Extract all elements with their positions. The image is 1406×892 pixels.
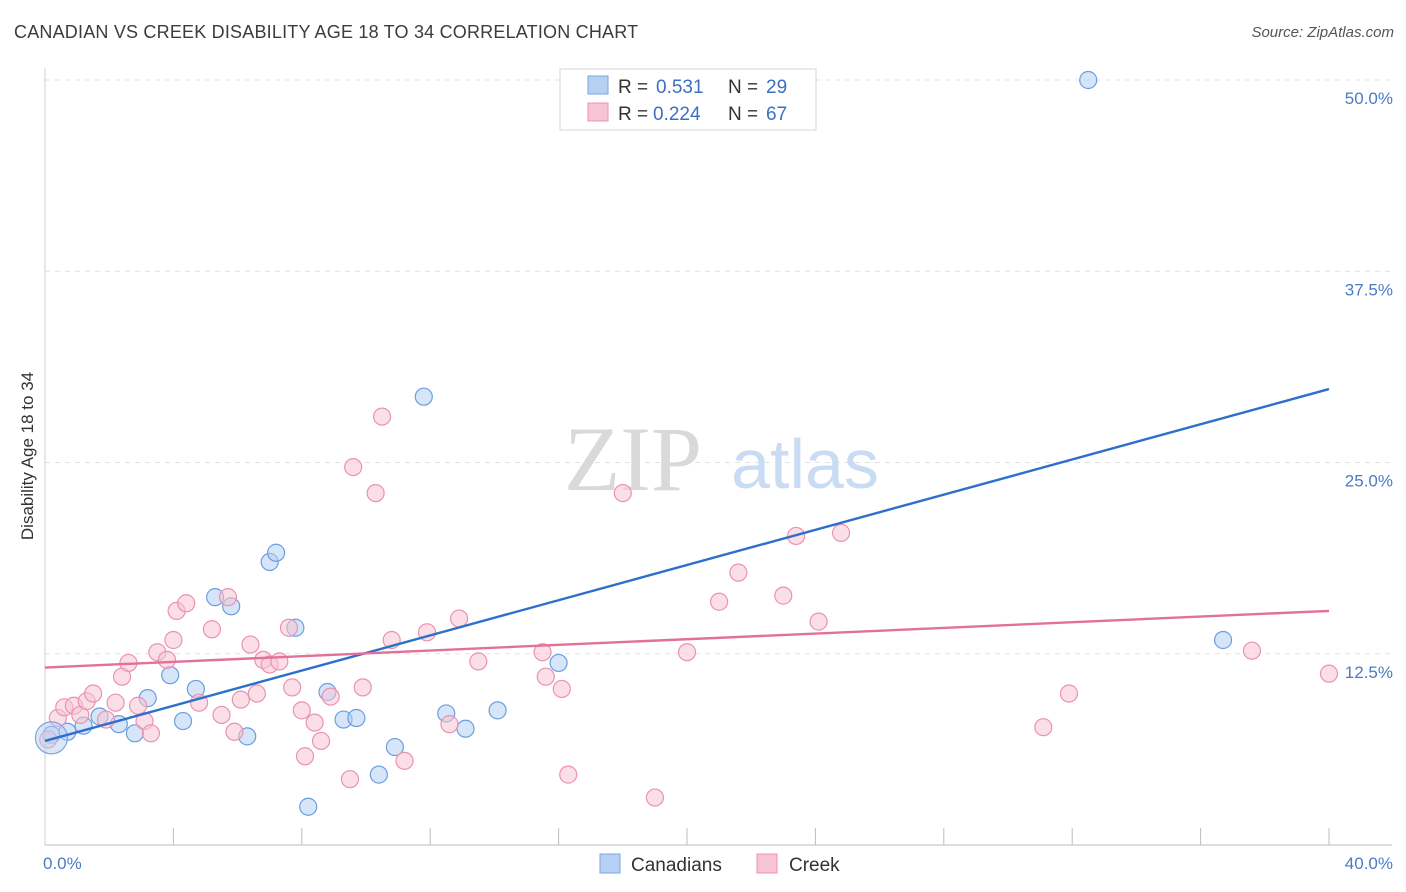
creek-point-20 (202, 620, 222, 639)
creek-point-34 (305, 713, 324, 732)
canadians-point-24 (456, 719, 475, 738)
creek-point-41 (372, 407, 392, 426)
creek-point-31 (283, 678, 302, 697)
x-tick-label-1: 40.0% (1345, 854, 1393, 873)
legend-r-label-canadians: R = (618, 77, 648, 98)
creek-point-61 (1034, 718, 1053, 737)
creek-point-64 (1319, 664, 1339, 683)
creek-point-55 (709, 592, 729, 611)
creek-point-48 (533, 643, 552, 662)
creek-point-63 (1242, 641, 1262, 660)
axes (44, 68, 1392, 846)
canadians-cluster-marker (34, 721, 69, 755)
creek-point-60 (831, 523, 851, 542)
creek-point-52 (613, 484, 632, 503)
creek-point-56 (729, 563, 748, 582)
creek-point-47 (469, 652, 488, 671)
legend-swatch-creek (587, 102, 609, 122)
y-tick-label-2: 37.5% (1345, 280, 1393, 299)
y-tick-label-1: 25.0% (1345, 472, 1393, 491)
top-legend: R = 0.531 N = 29 R = 0.224 N = 67 (559, 68, 817, 131)
watermark-atlas: atlas (731, 425, 879, 503)
creek-point-6 (84, 684, 103, 703)
creek-point-26 (247, 684, 266, 703)
canadians-point-8 (173, 711, 193, 731)
creek-point-51 (559, 765, 578, 784)
creek-point-33 (295, 747, 315, 766)
watermark-zip: ZIP (564, 408, 702, 510)
creek-point-37 (340, 770, 360, 789)
y-axis-label: Disability Age 18 to 34 (18, 372, 37, 540)
creek-point-8 (106, 693, 125, 712)
creek-point-40 (366, 484, 385, 503)
bottom-legend-swatch-creek (756, 853, 778, 874)
creek-point-13 (141, 724, 161, 743)
legend-r-label-creek: R = (618, 104, 648, 125)
canadians-point-27 (1079, 70, 1098, 90)
bottom-legend-label-canadians: Canadians (631, 855, 722, 876)
creek-point-35 (311, 731, 331, 751)
y-tick-label-3: 50.0% (1345, 89, 1393, 108)
trend-lines (44, 387, 1330, 743)
legend-n-label-canadians: N = (728, 77, 758, 98)
creek-point-15 (157, 650, 177, 669)
creek-point-30 (279, 618, 299, 637)
canadians-point-25 (488, 701, 507, 720)
canadians-point-20 (369, 765, 388, 784)
watermark: ZIP atlas (564, 408, 879, 510)
bottom-legend-swatch-canadians (599, 853, 621, 874)
legend-n-value-canadians: 29 (766, 77, 787, 98)
creek-point-36 (321, 687, 340, 706)
creek-point-53 (645, 788, 665, 807)
creek-point-22 (218, 588, 238, 607)
creek-point-49 (536, 667, 555, 686)
chart-title: CANADIAN VS CREEK DISABILITY AGE 18 TO 3… (14, 22, 639, 42)
legend-swatch-canadians (587, 75, 609, 95)
canadians-point-28 (1213, 630, 1233, 650)
bottom-legend: Canadians Creek (599, 853, 840, 876)
grid-lines (45, 79, 1392, 655)
trend-line-canadians (44, 387, 1330, 743)
canadians-point-22 (414, 387, 433, 406)
bottom-legend-label-creek: Creek (789, 855, 840, 876)
trend-line-creek (44, 609, 1330, 669)
creek-point-62 (1059, 684, 1079, 703)
y-tick-labels: 12.5% 25.0% 37.5% 50.0% (1345, 89, 1393, 682)
y-tick-label-0: 12.5% (1345, 663, 1393, 682)
creek-point-11 (128, 696, 148, 715)
creek-point-29 (270, 652, 289, 671)
creek-point-39 (353, 678, 372, 697)
canadians-point-14 (267, 543, 286, 562)
canadians-point-16 (299, 797, 318, 816)
legend-n-value-creek: 67 (766, 104, 787, 125)
canadians-point-21 (385, 737, 404, 757)
creek-point-24 (231, 690, 250, 709)
creek-point-25 (241, 635, 260, 654)
creek-point-57 (774, 586, 793, 605)
canadians-point-7 (161, 666, 180, 685)
legend-r-value-canadians: 0.531 (656, 77, 704, 98)
creek-point-43 (395, 751, 414, 770)
creek-point-16 (164, 630, 183, 650)
creek-point-45 (440, 715, 459, 734)
x-tick-labels: 0.0% 40.0% (43, 854, 1393, 873)
creek-point-23 (225, 722, 244, 741)
creek-point-54 (677, 643, 697, 662)
creek-point-50 (552, 679, 571, 699)
creek-point-46 (449, 609, 469, 628)
canadians-point-26 (549, 653, 568, 673)
canadians-point-19 (347, 708, 366, 728)
creek-point-18 (177, 594, 196, 613)
creek-point-59 (809, 612, 828, 631)
creek-point-32 (292, 701, 311, 720)
legend-r-value-creek: 0.224 (653, 104, 701, 125)
x-tick-label-0: 0.0% (43, 854, 82, 873)
creek-point-38 (344, 457, 363, 477)
source-note: Source: ZipAtlas.com (1251, 24, 1394, 41)
legend-n-label-creek: N = (728, 104, 758, 125)
creek-point-21 (212, 705, 231, 725)
